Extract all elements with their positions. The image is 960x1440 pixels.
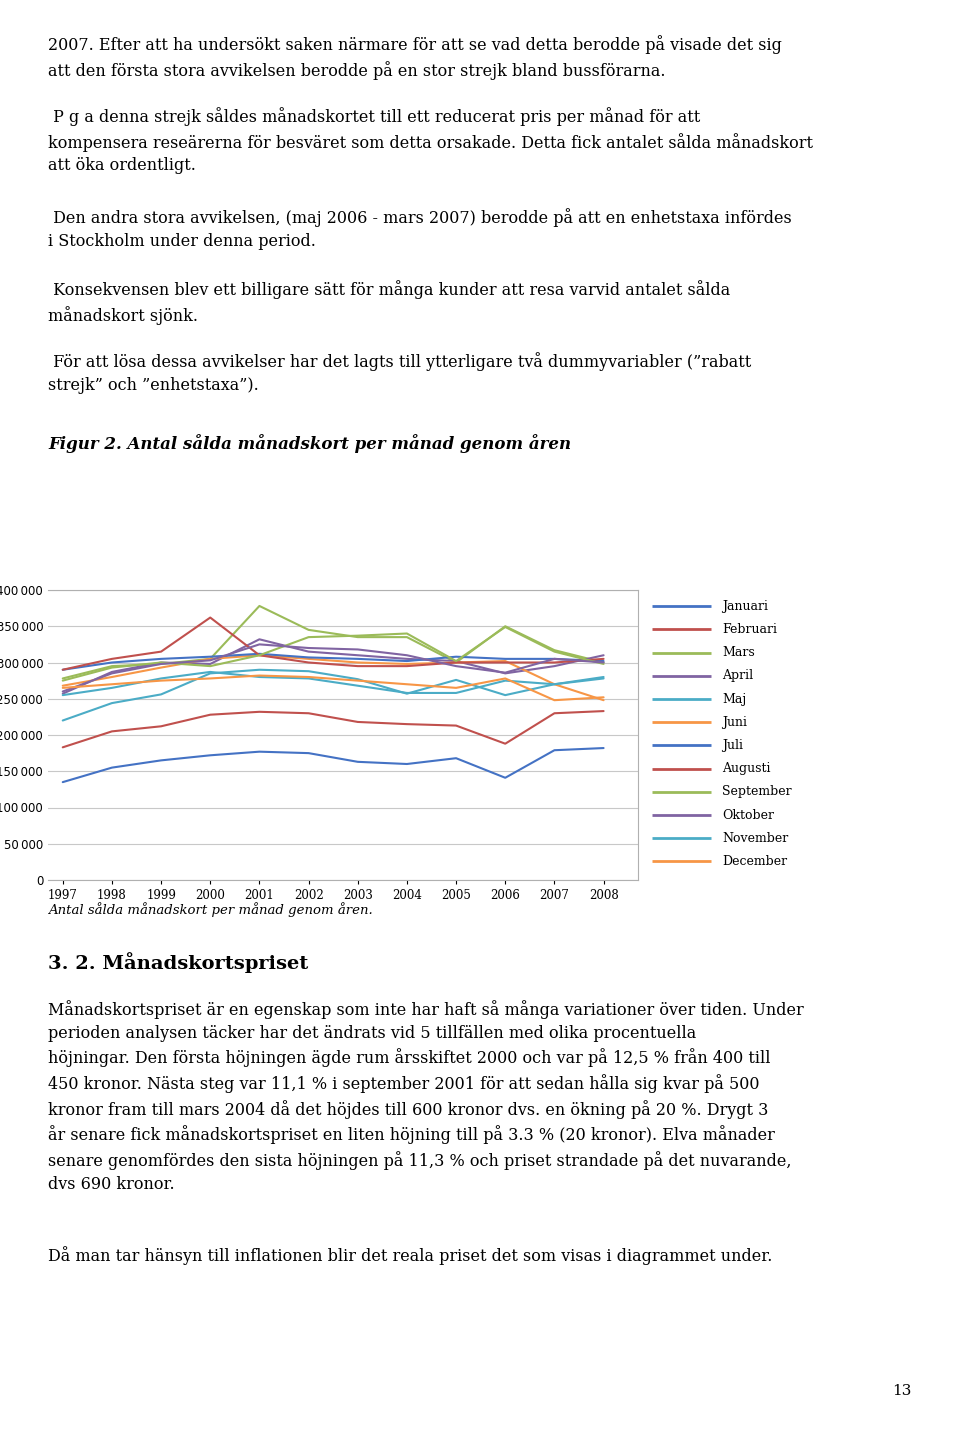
Text: 3. 2. Månadskortspriset: 3. 2. Månadskortspriset xyxy=(48,952,308,973)
Text: Konsekvensen blev ett billigare sätt för många kunder att resa varvid antalet så: Konsekvensen blev ett billigare sätt för… xyxy=(48,279,731,324)
Text: Månadskortspriset är en egenskap som inte har haft så många variationer över tid: Månadskortspriset är en egenskap som int… xyxy=(48,999,804,1192)
Text: Februari: Februari xyxy=(723,624,778,636)
Text: Antal sålda månadskort per månad genom åren.: Antal sålda månadskort per månad genom å… xyxy=(48,901,372,917)
Text: Juli: Juli xyxy=(723,739,743,752)
Text: Mars: Mars xyxy=(723,647,756,660)
Text: P g a denna strejk såldes månadskortet till ett reducerat pris per månad för att: P g a denna strejk såldes månadskortet t… xyxy=(48,107,813,174)
Text: Januari: Januari xyxy=(723,599,768,613)
Text: Den andra stora avvikelsen, (maj 2006 - mars 2007) berodde på att en enhetstaxa : Den andra stora avvikelsen, (maj 2006 - … xyxy=(48,207,792,249)
Text: Maj: Maj xyxy=(723,693,747,706)
Text: Augusti: Augusti xyxy=(723,762,771,775)
Text: April: April xyxy=(723,670,754,683)
Text: 13: 13 xyxy=(893,1384,912,1398)
Text: Juni: Juni xyxy=(723,716,748,729)
Text: För att lösa dessa avvikelser har det lagts till ytterligare två dummyvariabler : För att lösa dessa avvikelser har det la… xyxy=(48,351,752,393)
Text: Oktober: Oktober xyxy=(723,808,775,822)
Text: November: November xyxy=(723,832,789,845)
Text: 2007. Efter att ha undersökt saken närmare för att se vad detta berodde på visad: 2007. Efter att ha undersökt saken närma… xyxy=(48,35,781,79)
Text: December: December xyxy=(723,855,787,868)
Text: September: September xyxy=(723,785,792,798)
Text: Då man tar hänsyn till inflationen blir det reala priset det som visas i diagram: Då man tar hänsyn till inflationen blir … xyxy=(48,1246,773,1264)
Text: Figur 2. Antal sålda månadskort per månad genom åren: Figur 2. Antal sålda månadskort per måna… xyxy=(48,433,571,454)
